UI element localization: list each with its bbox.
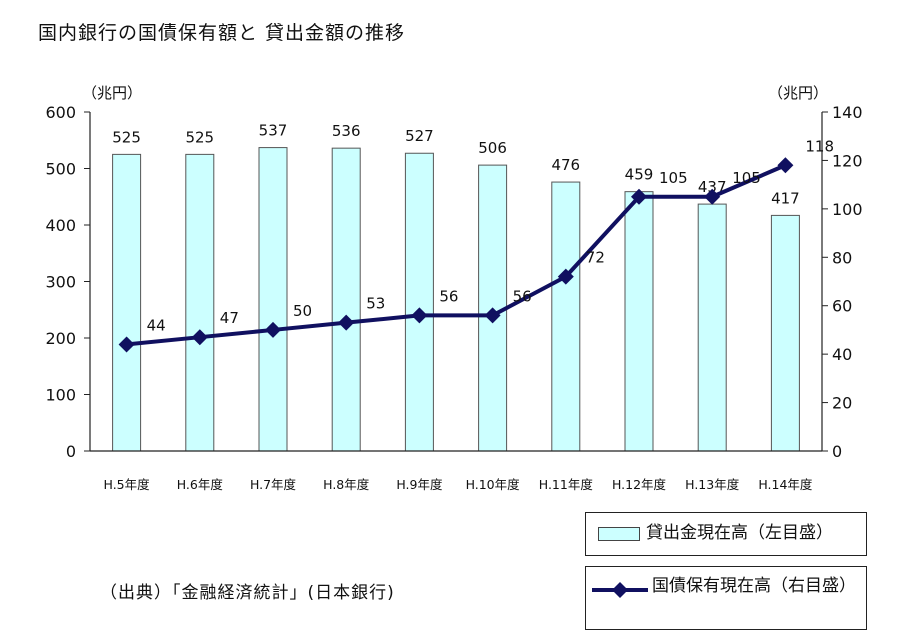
bar <box>697 203 727 452</box>
line-marker <box>631 188 647 205</box>
bar-data-label: 525 <box>185 128 214 146</box>
bar <box>258 147 288 452</box>
legend-bar-label: 貸出金現在高（左目盛） <box>646 523 833 543</box>
line-data-label: 50 <box>293 302 312 320</box>
bar <box>770 214 800 452</box>
legend-bar-swatch <box>598 527 640 541</box>
line-data-label: 53 <box>366 295 385 313</box>
chart-title: 国内銀行の国債保有額と 貸出金額の推移 <box>38 22 406 44</box>
bar-data-label: 537 <box>259 122 288 140</box>
right-tick-label: 80 <box>832 248 852 267</box>
bar <box>624 191 654 452</box>
line-data-label: 105 <box>659 169 688 187</box>
line-marker <box>411 307 428 324</box>
legend-line-swatch <box>592 582 648 598</box>
line-data-label: 118 <box>805 137 834 155</box>
legend-line-label: 国債保有現在高（右目盛） <box>652 576 856 596</box>
right-tick-label: 40 <box>832 345 852 364</box>
x-tick-label: H.12年度 <box>612 477 667 492</box>
bar-data-label: 536 <box>332 122 361 140</box>
line-series <box>126 163 787 347</box>
legend-bar-entry: 貸出金現在高（左目盛） <box>585 512 867 556</box>
line-data-label: 105 <box>732 169 761 187</box>
line-data-label: 56 <box>439 287 458 305</box>
line-marker <box>704 188 721 205</box>
x-tick-label: H.8年度 <box>323 477 370 492</box>
left-axis-unit: （兆円） <box>82 84 142 102</box>
bar-data-label: 459 <box>625 166 654 184</box>
right-tick-label: 100 <box>832 200 863 219</box>
line-data-label: 44 <box>147 316 166 334</box>
line-marker <box>191 329 208 346</box>
x-tick-label: H.6年度 <box>177 477 224 492</box>
line-marker <box>484 307 501 324</box>
bar-data-label: 527 <box>405 127 434 145</box>
right-tick-label: 0 <box>832 442 842 461</box>
right-axis-unit: （兆円） <box>768 84 828 102</box>
x-tick-label: H.9年度 <box>396 477 443 492</box>
bar-data-label: 525 <box>112 128 141 146</box>
legend-line-entry: 国債保有現在高（右目盛） <box>585 566 867 630</box>
line-marker <box>777 157 794 174</box>
bar-data-label: 506 <box>478 139 507 157</box>
line-marker <box>338 314 355 331</box>
x-tick-label: H.13年度 <box>685 477 740 492</box>
bar <box>404 152 434 452</box>
left-tick-label: 300 <box>45 273 76 292</box>
line-marker <box>557 268 574 285</box>
right-tick-label: 60 <box>832 297 852 316</box>
right-tick-label: 20 <box>832 394 852 413</box>
line-marker <box>118 336 135 353</box>
left-tick-label: 100 <box>45 386 76 405</box>
left-tick-label: 500 <box>45 160 76 179</box>
left-tick-label: 600 <box>45 103 76 122</box>
bar <box>551 181 581 452</box>
bar <box>331 147 361 452</box>
bar <box>185 153 215 452</box>
x-tick-label: H.7年度 <box>250 477 297 492</box>
bar-data-label: 417 <box>771 189 800 207</box>
line-data-label: 56 <box>513 287 532 305</box>
left-tick-label: 400 <box>45 216 76 235</box>
x-tick-label: H.5年度 <box>104 477 151 492</box>
source-note: （出典）「金融経済統計」(日本銀行) <box>100 583 395 603</box>
right-tick-label: 140 <box>832 103 863 122</box>
left-tick-label: 0 <box>66 442 76 461</box>
bar-data-label: 476 <box>551 156 580 174</box>
right-tick-label: 120 <box>832 151 863 170</box>
bar <box>112 153 142 452</box>
left-tick-label: 200 <box>45 329 76 348</box>
line-marker <box>265 321 281 338</box>
x-tick-label: H.10年度 <box>466 477 521 492</box>
x-tick-label: H.11年度 <box>539 477 594 492</box>
line-data-label: 47 <box>220 309 239 327</box>
line-data-label: 72 <box>586 249 605 267</box>
chart-svg: 0100200300400500600020406080100120140（兆円… <box>45 84 863 492</box>
x-tick-label: H.14年度 <box>758 477 813 492</box>
